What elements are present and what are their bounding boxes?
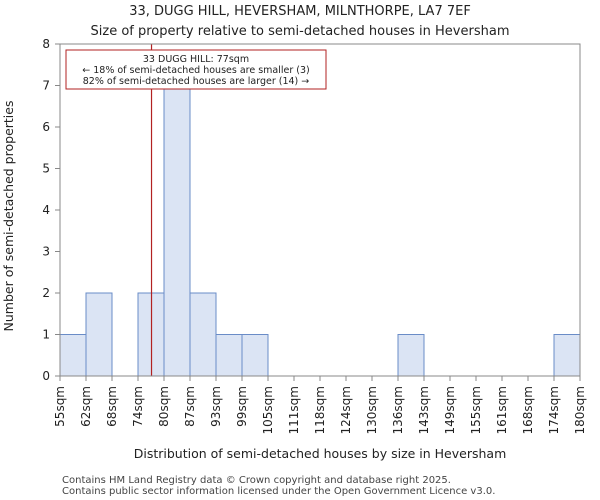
annotation-line-2: ← 18% of semi-detached houses are smalle… [82, 65, 310, 76]
x-tick-label: 74sqm [131, 386, 145, 427]
x-tick-label: 93sqm [209, 386, 223, 427]
x-tick-label: 136sqm [391, 386, 405, 434]
x-axis-label: Distribution of semi-detached houses by … [134, 446, 507, 461]
y-tick-label: 3 [42, 245, 50, 259]
chart-subtitle: Size of property relative to semi-detach… [91, 24, 510, 39]
x-tick-label: 143sqm [417, 386, 431, 434]
x-tick-label: 118sqm [313, 386, 327, 434]
x-tick-label: 155sqm [469, 386, 483, 434]
y-tick-label: 5 [42, 162, 50, 176]
bar-136sqm [397, 334, 425, 377]
x-tick-label: 68sqm [105, 386, 119, 427]
annotation-line-3: 82% of semi-detached houses are larger (… [83, 76, 310, 87]
bar-62sqm [85, 292, 113, 377]
footer-line-1: Contains HM Land Registry data © Crown c… [62, 475, 451, 486]
x-tick-label: 80sqm [157, 386, 171, 427]
y-tick-label: 0 [42, 369, 50, 383]
y-tick-label: 1 [42, 328, 50, 342]
x-tick-label: 161sqm [495, 386, 509, 434]
x-tick-label: 180sqm [573, 386, 587, 434]
y-tick-label: 2 [42, 286, 50, 300]
x-tick-label: 62sqm [79, 386, 93, 427]
bar-80sqm [163, 85, 191, 377]
x-tick-label: 124sqm [339, 386, 353, 434]
x-tick-label: 87sqm [183, 386, 197, 427]
x-tick-label: 105sqm [261, 386, 275, 434]
bars-group [59, 85, 581, 377]
annotation-line-1: 33 DUGG HILL: 77sqm [143, 54, 249, 65]
bar-87sqm [189, 292, 217, 377]
x-tick-label: 99sqm [235, 386, 249, 427]
x-tick-label: 130sqm [365, 386, 379, 434]
x-tick-label: 149sqm [443, 386, 457, 434]
y-tick-label: 8 [42, 37, 50, 51]
y-axis-label: Number of semi-detached properties [1, 101, 16, 332]
x-tick-label: 168sqm [521, 386, 535, 434]
annotation-box: 33 DUGG HILL: 77sqm ← 18% of semi-detach… [65, 49, 327, 90]
footer-line-2: Contains public sector information licen… [62, 486, 496, 497]
y-tick-label: 7 [42, 79, 50, 93]
x-tick-label: 55sqm [53, 386, 67, 427]
x-axis-ticks: 55sqm 62sqm 68sqm 74sqm 80sqm 87sqm 93sqm 99sqm… [53, 376, 587, 434]
annotation-frame [65, 49, 327, 90]
bar-93sqm [215, 334, 243, 377]
y-tick-label: 6 [42, 120, 50, 134]
bar-174sqm [553, 334, 581, 377]
x-tick-label: 111sqm [287, 386, 301, 434]
x-tick-label: 174sqm [547, 386, 561, 434]
bar-55sqm [59, 334, 87, 377]
bar-99sqm [241, 334, 269, 377]
y-tick-label: 4 [42, 203, 50, 217]
chart-title: 33, DUGG HILL, HEVERSHAM, MILNTHORPE, LA… [129, 4, 471, 19]
y-axis-ticks: 0 1 2 3 4 5 6 7 8 [42, 37, 60, 383]
